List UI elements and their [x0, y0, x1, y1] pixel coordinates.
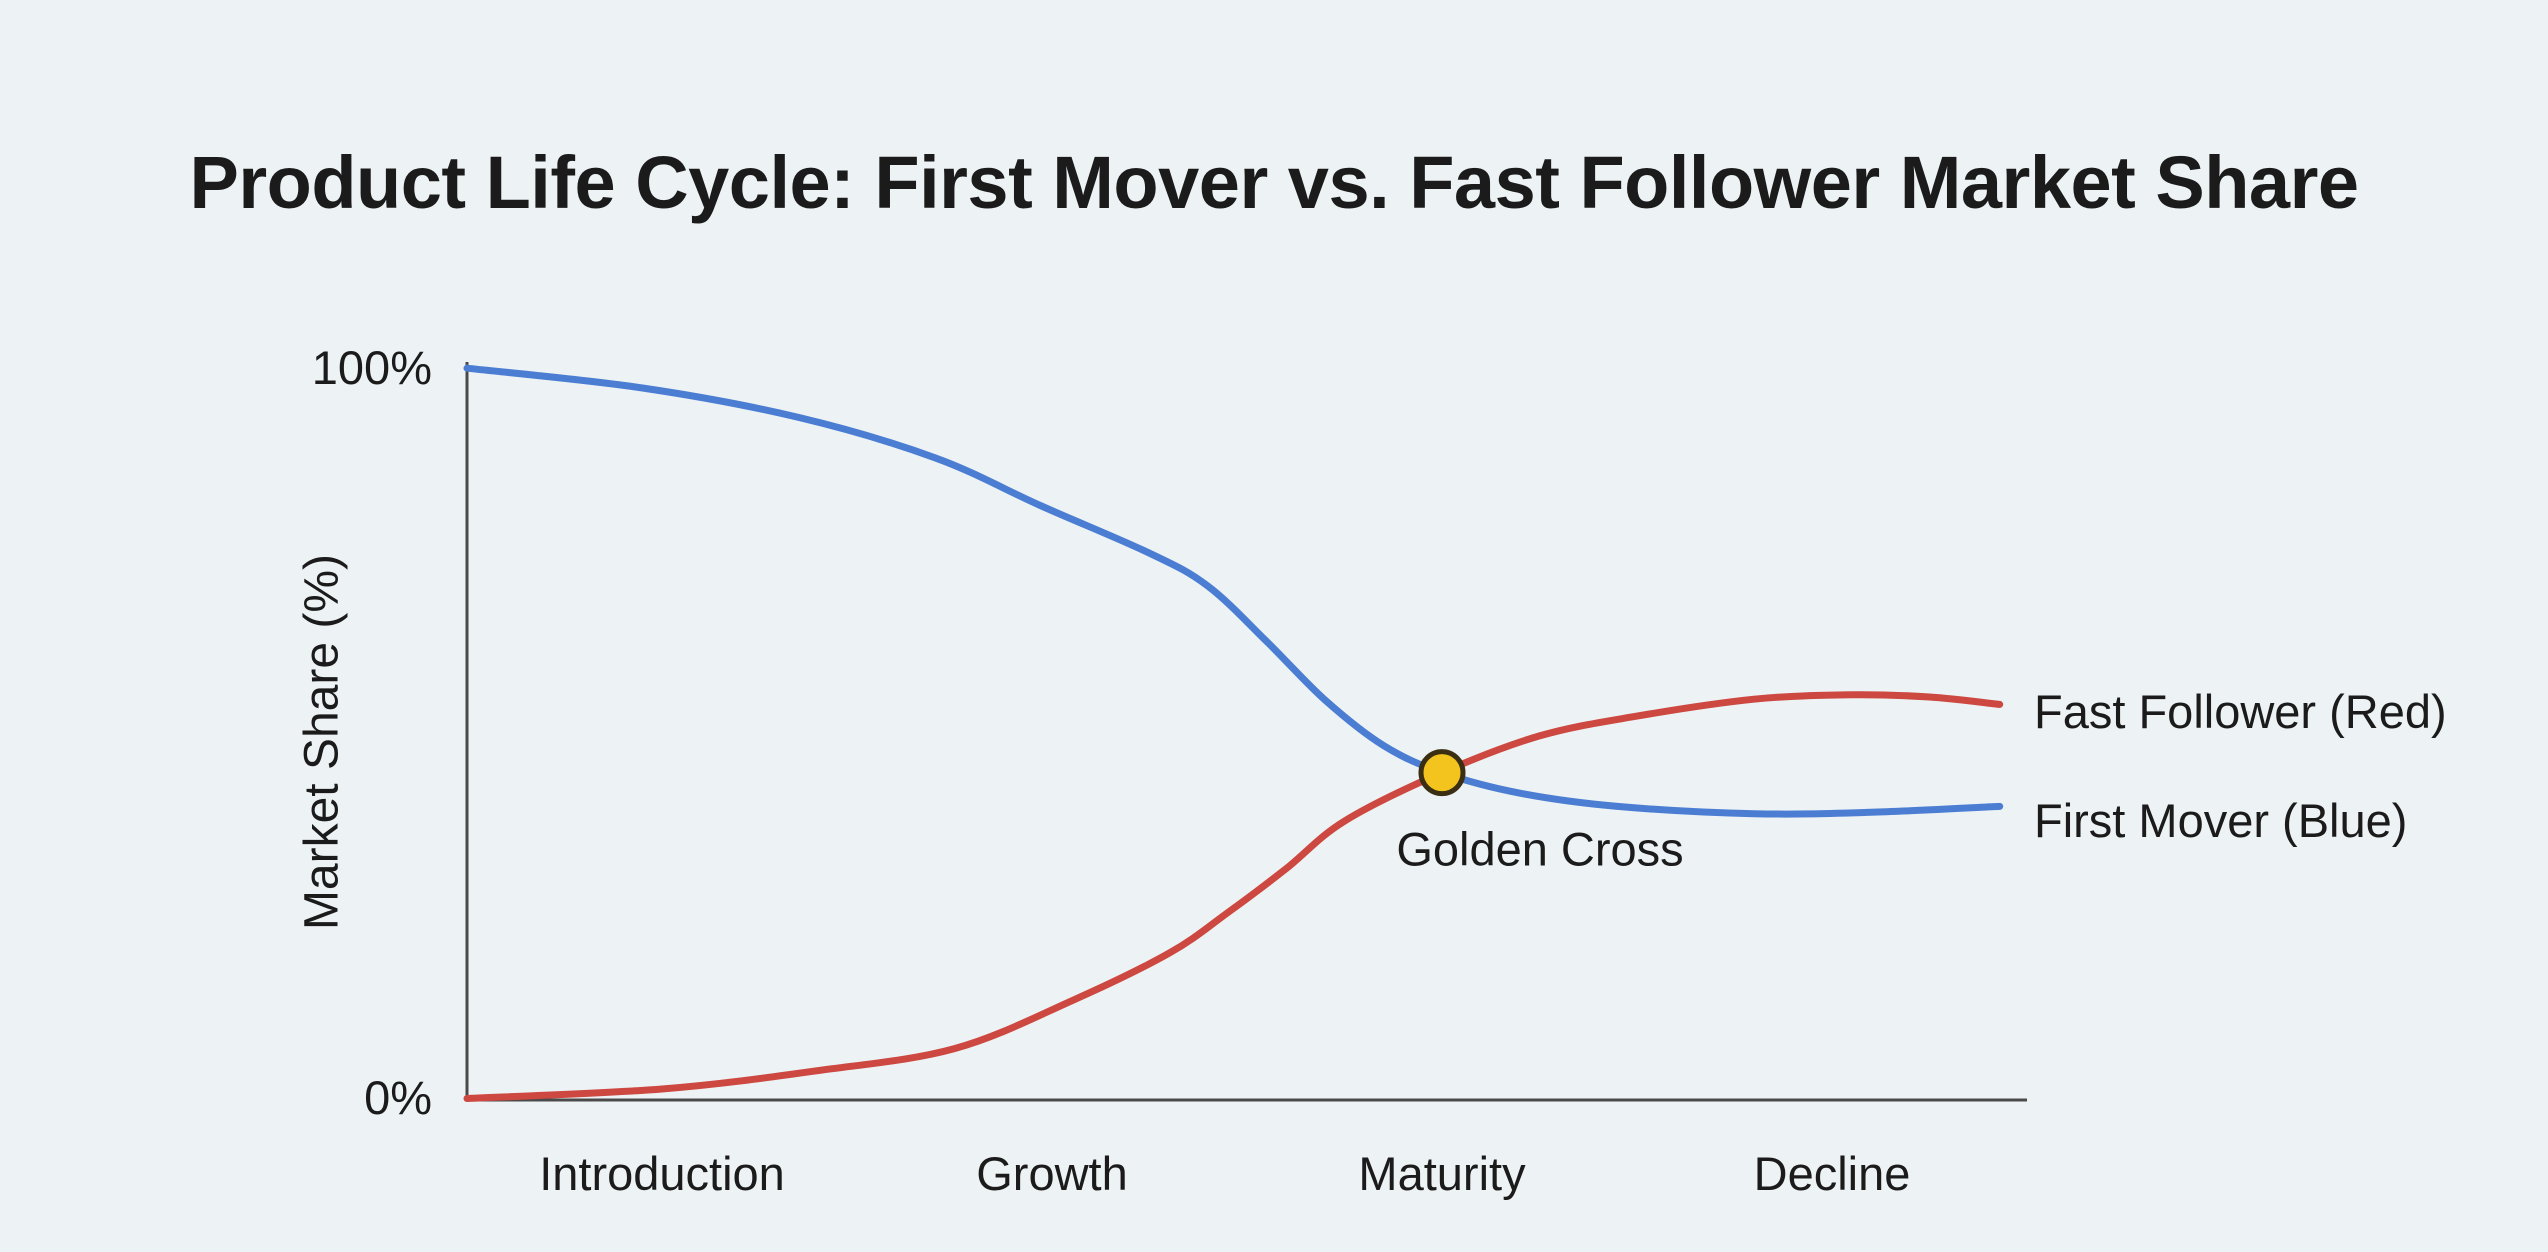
y-tick-0: 0%	[364, 1071, 432, 1124]
golden-cross-marker	[1418, 749, 1466, 797]
first-mover-line	[463, 364, 2004, 818]
golden-cross-label: Golden Cross	[1396, 822, 1684, 876]
y-tick-100: 100%	[311, 341, 432, 394]
y-axis-label: Market Share (%)	[295, 553, 349, 931]
first-mover-end-label: First Mover (Blue)	[2034, 794, 2408, 847]
x-label-maturity: Maturity	[1358, 1147, 1526, 1200]
fast-follower-end-label: Fast Follower (Red)	[2034, 685, 2447, 738]
x-label-growth: Growth	[976, 1147, 1128, 1200]
chart-title: Product Life Cycle: First Mover vs. Fast…	[189, 141, 2359, 224]
x-label-decline: Decline	[1753, 1147, 1911, 1200]
x-label-introduction: Introduction	[539, 1147, 785, 1200]
fast-follower-line	[463, 691, 2004, 1102]
